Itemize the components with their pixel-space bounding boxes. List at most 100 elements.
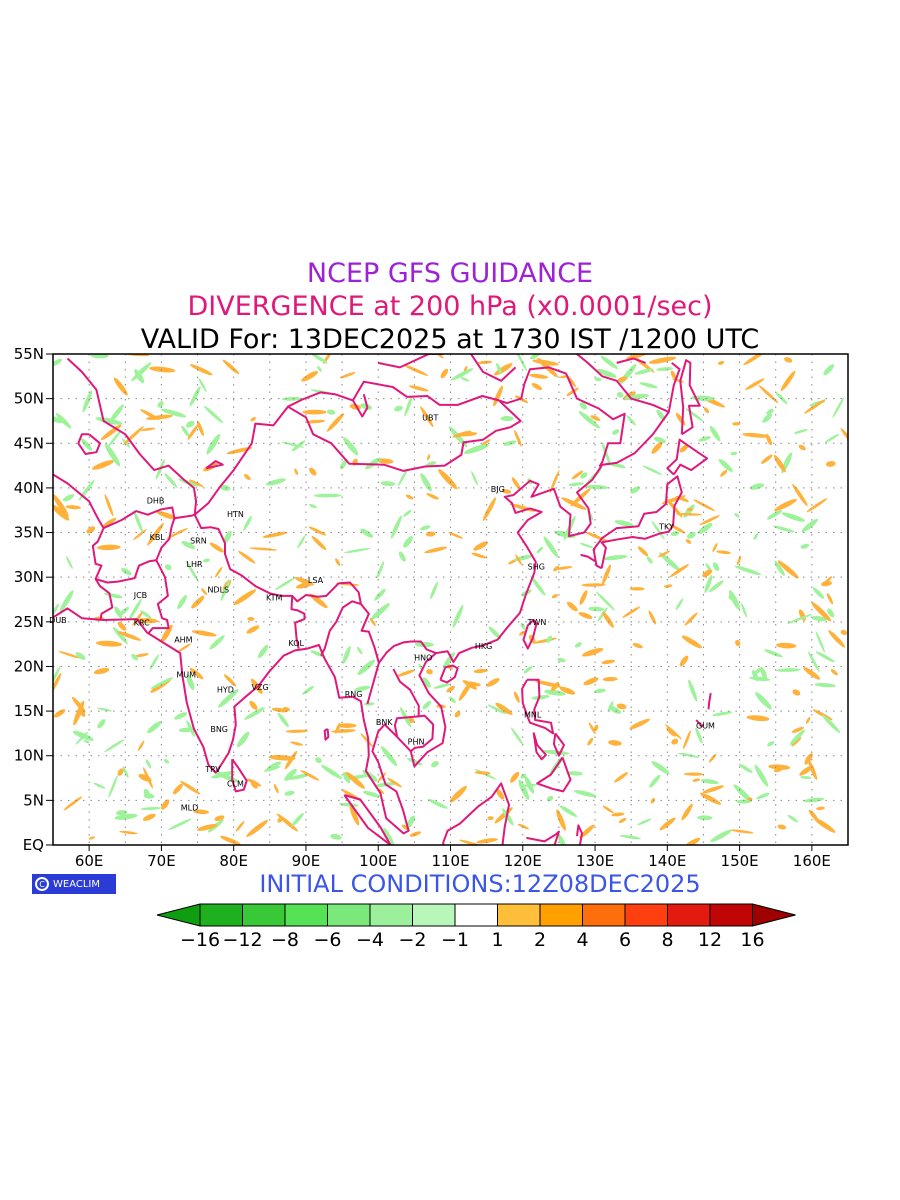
- convergence-streak: [559, 805, 578, 818]
- divergence-streak: [517, 823, 529, 830]
- convergence-streak: [291, 812, 304, 827]
- divergence-streak: [551, 681, 560, 692]
- divergence-streak: [311, 536, 327, 551]
- convergence-streak: [150, 677, 174, 689]
- colorbar-swatch: [454, 903, 498, 927]
- convergence-streak: [712, 711, 733, 716]
- convergence-streak: [596, 591, 616, 611]
- station-label: JCB: [133, 591, 147, 600]
- convergence-streak: [363, 702, 375, 706]
- convergence-streak: [659, 552, 681, 572]
- boundary-line: [393, 715, 419, 737]
- convergence-streak: [753, 533, 759, 540]
- convergence-streak: [781, 512, 806, 522]
- convergence-streak: [530, 575, 546, 596]
- convergence-streak: [133, 510, 143, 533]
- divergence-streak: [133, 529, 147, 540]
- convergence-streak: [546, 635, 553, 643]
- divergence-streak: [502, 489, 512, 494]
- convergence-streak: [688, 679, 698, 702]
- convergence-streak: [168, 818, 192, 831]
- colorbar-swatch: [624, 903, 668, 927]
- divergence-streak: [149, 366, 176, 373]
- divergence-streak: [808, 809, 819, 821]
- convergence-streak: [186, 420, 195, 428]
- convergence-streak: [800, 543, 810, 549]
- convergence-streak: [487, 704, 507, 715]
- boundary-line: [392, 668, 435, 753]
- divergence-streak: [377, 772, 386, 782]
- divergence-streak: [774, 765, 785, 773]
- convergence-streak: [450, 368, 474, 381]
- boundary-line: [575, 354, 670, 413]
- divergence-streak: [473, 668, 488, 674]
- colorbar-label: 12: [698, 929, 722, 951]
- divergence-streak: [117, 768, 124, 776]
- convergence-streak: [594, 377, 602, 382]
- divergence-streak: [803, 667, 821, 680]
- convergence-streak: [670, 531, 680, 536]
- convergence-streak: [181, 425, 190, 438]
- convergence-streak: [62, 494, 75, 502]
- colorbar-swatch: [369, 903, 413, 927]
- divergence-streak: [791, 737, 802, 747]
- divergence-streak: [702, 569, 713, 578]
- convergence-streak: [697, 523, 713, 534]
- station-label: HTN: [227, 510, 244, 519]
- convergence-streak: [728, 590, 740, 610]
- divergence-streak: [828, 630, 846, 648]
- colorbar-label: −12: [222, 929, 262, 951]
- logo-text: WEACLIM: [53, 878, 101, 890]
- divergence-streak: [53, 709, 66, 718]
- convergence-streak: [145, 759, 152, 769]
- divergence-streak: [440, 368, 449, 379]
- divergence-streak: [566, 387, 579, 397]
- convergence-streak: [523, 665, 533, 674]
- station-label: KBL: [150, 533, 166, 542]
- station-label: KRC: [134, 619, 150, 628]
- convergence-streak: [181, 540, 196, 550]
- divergence-streak: [590, 415, 601, 421]
- divergence-streak: [71, 696, 86, 713]
- lon-tick-label: 120E: [504, 852, 542, 870]
- boundary-line: [77, 433, 101, 455]
- convergence-streak: [343, 548, 371, 554]
- weaclim-logo: C WEACLIM: [32, 874, 116, 894]
- divergence-streak: [519, 630, 526, 636]
- convergence-streak: [608, 705, 622, 714]
- divergence-streak: [97, 544, 121, 551]
- divergence-streak: [220, 835, 241, 845]
- divergence-streak: [247, 616, 255, 621]
- divergence-streak: [692, 778, 701, 782]
- divergence-streak: [233, 589, 257, 606]
- divergence-streak: [776, 642, 797, 649]
- convergence-streak: [496, 363, 502, 375]
- divergence-streak: [222, 359, 240, 375]
- convergence-streak: [420, 525, 431, 531]
- convergence-streak: [157, 401, 164, 408]
- convergence-streak: [313, 493, 342, 498]
- lon-tick-label: 70E: [147, 852, 176, 870]
- station-label: TKY: [658, 522, 674, 531]
- divergence-streak: [799, 765, 814, 776]
- divergence-streak: [681, 635, 703, 649]
- station-label: MLD: [181, 804, 199, 813]
- convergence-streak: [542, 749, 570, 755]
- convergence-streak: [149, 654, 160, 670]
- convergence-streak: [376, 561, 385, 579]
- boundary-line: [323, 728, 330, 741]
- convergence-streak: [265, 478, 286, 486]
- divergence-streak: [249, 700, 258, 710]
- convergence-streak: [520, 784, 538, 787]
- convergence-streak: [220, 485, 231, 491]
- convergence-streak: [398, 551, 406, 562]
- convergence-streak: [281, 441, 304, 448]
- convergence-streak: [174, 712, 188, 720]
- convergence-streak: [297, 535, 306, 549]
- colorbar-swatch: [667, 903, 711, 927]
- convergence-streak: [730, 451, 738, 456]
- convergence-streak: [309, 504, 317, 509]
- convergence-streak: [265, 761, 282, 771]
- divergence-streak: [579, 824, 595, 839]
- divergence-streak: [352, 458, 358, 466]
